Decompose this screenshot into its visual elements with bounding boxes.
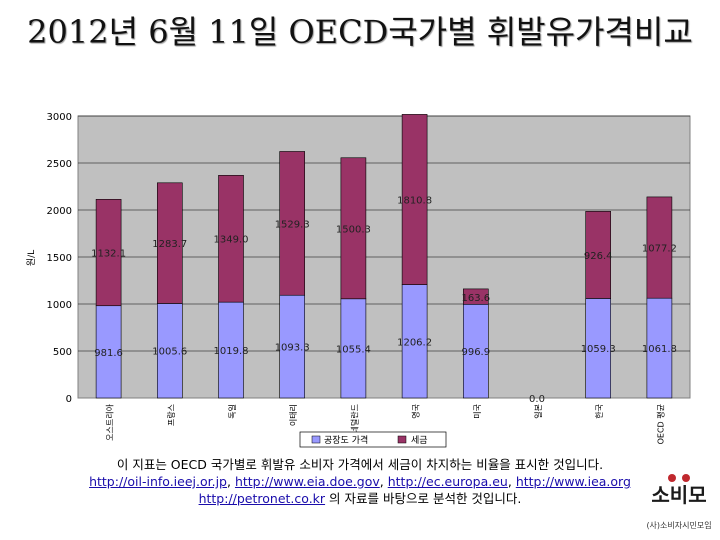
y-tick-label: 2500 bbox=[47, 159, 72, 170]
bar-tax bbox=[218, 175, 244, 303]
chart-container: 981.6 1132.1 1005.6 1283.7 1019.8 1349.0 1093.… bbox=[0, 98, 720, 453]
data-label-factory-price: 1055.4 bbox=[336, 344, 371, 355]
x-tick-label: 프랑스 bbox=[166, 404, 176, 426]
y-tick-label: 0 bbox=[66, 394, 72, 405]
bar-tax bbox=[279, 151, 306, 296]
legend-swatch-factory-price bbox=[311, 435, 321, 444]
y-tick-label: 2000 bbox=[47, 206, 72, 217]
x-tick-label: 일본 bbox=[534, 404, 543, 419]
caption-line-3: http://petronet.co.kr 의 자료를 바탕으로 분석한 것입니… bbox=[55, 490, 665, 507]
y-tick-label: 1000 bbox=[47, 300, 72, 311]
bar-tax bbox=[646, 196, 673, 299]
y-tick-label: 1500 bbox=[47, 253, 72, 264]
stacked-bar-chart: 981.6 1132.1 1005.6 1283.7 1019.8 1349.0 1093.… bbox=[26, 112, 691, 448]
data-label-factory-price: 0.0 bbox=[529, 394, 545, 405]
data-label-factory-price: 1206.2 bbox=[397, 337, 432, 348]
bar-tax bbox=[340, 157, 367, 300]
data-label-factory-price: 1061.8 bbox=[642, 344, 677, 355]
x-tick-label: 오스트리아 bbox=[105, 403, 115, 440]
legend-swatch-tax bbox=[397, 435, 407, 444]
caption: 이 지표는 OECD 국가별로 휘발유 소비자 가격에서 세금이 차지하는 비율… bbox=[55, 456, 665, 507]
data-label-tax: 1529.3 bbox=[275, 219, 310, 230]
x-tick-label: 미국 bbox=[473, 404, 482, 419]
bar-factory-price bbox=[585, 298, 612, 399]
bar-factory-price bbox=[646, 297, 673, 399]
bar-factory-price bbox=[401, 284, 428, 399]
data-label-tax: 926.4 bbox=[584, 251, 613, 262]
logo-glyphs: 소비모 bbox=[651, 483, 706, 507]
source-link-petronet[interactable]: http://petronet.co.kr bbox=[198, 491, 326, 506]
bar-factory-price bbox=[218, 301, 244, 399]
data-label-tax: 1810.8 bbox=[397, 196, 432, 207]
x-tick-label: 네덜란드 bbox=[349, 404, 359, 433]
data-label-factory-price: 1093.3 bbox=[275, 343, 310, 354]
data-label-tax: 1500.3 bbox=[336, 224, 371, 235]
legend-label-tax: 세금 bbox=[411, 435, 428, 446]
x-tick-label: OECD 평균 bbox=[655, 404, 665, 444]
source-link-eia[interactable]: http://www.eia.doe.gov bbox=[234, 474, 380, 489]
data-label-tax: 1283.7 bbox=[152, 239, 187, 250]
data-label-factory-price: 1059.3 bbox=[581, 344, 616, 355]
y-axis-label: 원/L bbox=[26, 250, 37, 266]
x-tick-label: 이태리 bbox=[288, 404, 298, 426]
organization-name: (사)소비자시민모임 bbox=[646, 521, 712, 530]
data-label-factory-price: 1005.6 bbox=[152, 347, 187, 358]
x-tick-label: 영국 bbox=[411, 404, 421, 419]
source-link-europa[interactable]: http://ec.europa.eu bbox=[387, 474, 508, 489]
data-label-factory-price: 996.9 bbox=[461, 347, 490, 358]
bar-factory-price bbox=[340, 298, 367, 399]
caption-line-2: http://oil-info.ieej.or.jp, http://www.e… bbox=[89, 474, 631, 489]
bar-factory-price bbox=[95, 305, 122, 399]
x-tick-label: 독일 bbox=[228, 404, 237, 419]
legend-box bbox=[299, 431, 447, 448]
data-label-tax: 163.6 bbox=[461, 293, 490, 304]
chart-legend: 공장도 가격 세금 bbox=[299, 431, 447, 448]
data-label-tax: 1132.1 bbox=[91, 249, 126, 260]
y-tick-label: 3000 bbox=[47, 112, 72, 123]
caption-suffix: 의 자료를 바탕으로 분석한 것입니다. bbox=[325, 491, 522, 506]
legend-label-factory-price: 공장도 가격 bbox=[324, 434, 368, 446]
source-link-iea[interactable]: http://www.iea.org bbox=[515, 474, 631, 489]
bar-tax bbox=[462, 288, 489, 305]
y-tick-label: 500 bbox=[53, 347, 72, 358]
bar-tax bbox=[401, 114, 428, 285]
data-label-factory-price: 981.6 bbox=[94, 348, 123, 359]
source-link-ieej[interactable]: http://oil-info.ieej.or.jp bbox=[89, 474, 227, 489]
bar-factory-price bbox=[462, 303, 489, 399]
caption-line-1: 이 지표는 OECD 국가별로 휘발유 소비자 가격에서 세금이 차지하는 비율… bbox=[116, 457, 604, 472]
bar-tax bbox=[157, 182, 183, 304]
bar-tax bbox=[585, 211, 612, 299]
x-tick-label: 한국 bbox=[595, 404, 604, 419]
bar-tax bbox=[95, 199, 122, 307]
data-label-factory-price: 1019.8 bbox=[214, 346, 249, 357]
page-title: 2012년 6월 11일 OECD국가별 휘발유가격비교 bbox=[27, 13, 693, 51]
data-label-tax: 1077.2 bbox=[642, 244, 677, 255]
data-label-tax: 1349.0 bbox=[214, 235, 249, 246]
bar-factory-price bbox=[279, 294, 306, 399]
organization-logo: 소비모 (사)소비자시민모임 bbox=[644, 470, 714, 536]
logo-mark-icon: 소비모 bbox=[651, 474, 707, 507]
